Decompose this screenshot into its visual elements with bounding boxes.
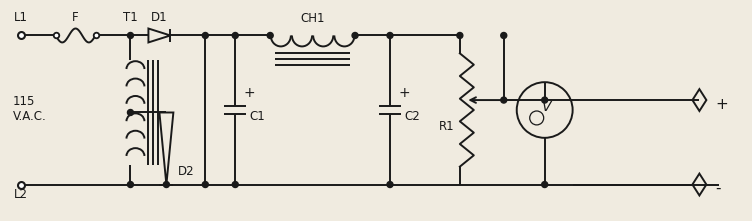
Circle shape bbox=[501, 32, 507, 38]
Circle shape bbox=[541, 181, 547, 187]
Text: D2: D2 bbox=[178, 165, 195, 178]
Text: CH1: CH1 bbox=[300, 11, 325, 25]
Text: 115: 115 bbox=[13, 95, 35, 108]
Circle shape bbox=[163, 181, 169, 187]
Text: +: + bbox=[715, 97, 728, 112]
Circle shape bbox=[387, 181, 393, 187]
Text: C1: C1 bbox=[249, 110, 265, 123]
Circle shape bbox=[387, 32, 393, 38]
Circle shape bbox=[202, 32, 208, 38]
Text: R1: R1 bbox=[439, 120, 455, 133]
Text: -: - bbox=[715, 181, 721, 196]
Circle shape bbox=[202, 181, 208, 187]
Circle shape bbox=[232, 32, 238, 38]
Circle shape bbox=[127, 32, 133, 38]
Text: +: + bbox=[244, 86, 255, 100]
Text: L2: L2 bbox=[14, 189, 28, 202]
Text: D1: D1 bbox=[151, 11, 168, 24]
Circle shape bbox=[127, 181, 133, 187]
Circle shape bbox=[127, 110, 133, 115]
Text: +: + bbox=[398, 86, 410, 100]
Text: V.A.C.: V.A.C. bbox=[13, 110, 47, 123]
Circle shape bbox=[352, 32, 358, 38]
Text: F: F bbox=[72, 11, 79, 24]
Circle shape bbox=[267, 32, 273, 38]
Text: L1: L1 bbox=[14, 11, 28, 24]
Circle shape bbox=[232, 181, 238, 187]
Text: T1: T1 bbox=[123, 11, 138, 24]
Text: V: V bbox=[542, 100, 551, 114]
Text: C2: C2 bbox=[404, 110, 420, 123]
Circle shape bbox=[457, 32, 462, 38]
Circle shape bbox=[501, 97, 507, 103]
Circle shape bbox=[541, 97, 547, 103]
